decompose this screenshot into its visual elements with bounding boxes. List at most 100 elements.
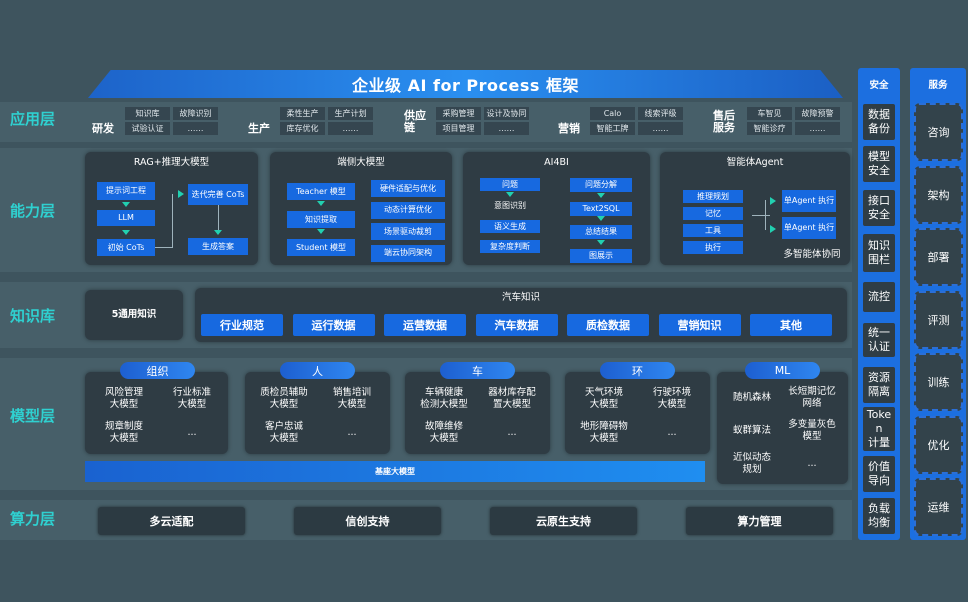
- app-item[interactable]: 项目管理: [436, 122, 481, 135]
- model-item[interactable]: ...: [347, 427, 357, 439]
- ml-item[interactable]: ...: [807, 458, 817, 470]
- compute-item[interactable]: 云原生支持: [490, 507, 637, 535]
- rag-step[interactable]: 迭代完善 CoTs: [188, 184, 248, 205]
- model-item[interactable]: 天气环境 大模型: [584, 387, 623, 410]
- model-item[interactable]: 行业标准 大模型: [172, 387, 211, 410]
- model-item[interactable]: 地形障碍物 大模型: [580, 421, 628, 444]
- security-item[interactable]: 接口 安全: [863, 190, 895, 226]
- agent-component[interactable]: 执行: [683, 241, 743, 254]
- model-item[interactable]: 风险管理 大模型: [104, 387, 143, 410]
- edge-step[interactable]: 知识提取: [287, 211, 355, 228]
- app-item[interactable]: ……: [484, 122, 529, 135]
- knowledge-item[interactable]: 质检数据: [567, 314, 649, 336]
- knowledge-item[interactable]: 汽车数据: [475, 314, 558, 336]
- app-item[interactable]: 故障识别: [173, 107, 218, 120]
- app-item[interactable]: 知识库: [125, 107, 170, 120]
- app-item[interactable]: 故障预警: [795, 107, 840, 120]
- model-item[interactable]: ...: [507, 427, 517, 439]
- rag-step[interactable]: 初始 CoTs: [97, 239, 155, 256]
- app-item[interactable]: 柔性生产: [280, 107, 325, 120]
- app-item[interactable]: 库存优化: [280, 122, 325, 135]
- security-item[interactable]: 价值 导向: [863, 456, 895, 492]
- edge-feature[interactable]: 场景驱动裁剪: [371, 223, 445, 240]
- service-item[interactable]: 部署: [914, 228, 963, 286]
- model-item[interactable]: 质检员辅助 大模型: [260, 387, 308, 410]
- ai4bi-step[interactable]: 意图识别: [494, 201, 526, 211]
- app-item[interactable]: 生产计划: [328, 107, 373, 120]
- security-item[interactable]: 数据 备份: [863, 104, 895, 140]
- security-item[interactable]: 负载 均衡: [863, 498, 895, 534]
- model-item[interactable]: 销售培训 大模型: [332, 387, 371, 410]
- rag-step[interactable]: 提示词工程: [97, 182, 155, 200]
- agent-executor[interactable]: 单Agent 执行: [782, 217, 836, 239]
- service-item[interactable]: 架构: [914, 165, 963, 224]
- app-item[interactable]: ……: [173, 122, 218, 135]
- edge-step[interactable]: Student 模型: [287, 239, 355, 256]
- model-item[interactable]: 规章制度 大模型: [104, 421, 143, 444]
- ml-item[interactable]: 长短期记忆 网络: [788, 386, 836, 409]
- security-item[interactable]: Toke n 计量: [863, 407, 895, 451]
- agent-executor[interactable]: 单Agent 执行: [782, 190, 836, 212]
- ai4bi-flow[interactable]: 总结结果: [570, 225, 632, 239]
- arrow-right-icon: [770, 225, 776, 233]
- model-item[interactable]: 车辆健康 检测大模型: [420, 387, 468, 410]
- ai4bi-flow[interactable]: 问题分解: [570, 178, 632, 192]
- model-item[interactable]: 客户忠诚 大模型: [264, 421, 303, 444]
- compute-item[interactable]: 多云适配: [98, 507, 245, 535]
- compute-item[interactable]: 信创支持: [294, 507, 441, 535]
- ml-item[interactable]: 多变量灰色 模型: [788, 419, 836, 442]
- service-item[interactable]: 评测: [914, 290, 963, 349]
- app-item[interactable]: 智能诊疗: [747, 122, 792, 135]
- app-item[interactable]: 采购管理: [436, 107, 481, 120]
- agent-component[interactable]: 工具: [683, 224, 743, 237]
- ai4bi-flow[interactable]: Text2SQL: [570, 201, 632, 216]
- service-item[interactable]: 训练: [914, 353, 963, 411]
- security-item[interactable]: 流控: [863, 282, 895, 312]
- agent-component[interactable]: 推理规划: [683, 190, 743, 203]
- model-item[interactable]: 器材库存配 置大模型: [488, 387, 536, 410]
- general-knowledge[interactable]: 5通用知识: [85, 290, 183, 340]
- app-item[interactable]: 智能工牌: [590, 122, 635, 135]
- ai4bi-step[interactable]: 问题: [480, 178, 540, 191]
- app-item[interactable]: ……: [328, 122, 373, 135]
- base-model-bar[interactable]: 基座大模型: [85, 461, 705, 482]
- edge-step[interactable]: Teacher 模型: [287, 183, 355, 200]
- security-item[interactable]: 知识 围栏: [863, 234, 895, 272]
- ml-item[interactable]: 随机森林: [732, 392, 771, 404]
- app-item[interactable]: 车智见: [747, 107, 792, 120]
- app-item[interactable]: 设计及协同: [484, 107, 529, 120]
- app-item[interactable]: ……: [795, 122, 840, 135]
- ml-item[interactable]: 近似动态 规划: [732, 452, 771, 475]
- model-item[interactable]: ...: [667, 427, 677, 439]
- edge-feature[interactable]: 动态计算优化: [371, 201, 445, 219]
- rag-step[interactable]: LLM: [97, 210, 155, 226]
- app-item[interactable]: 线索评级: [638, 107, 683, 120]
- service-item[interactable]: 优化: [914, 415, 963, 474]
- app-item[interactable]: Calo: [590, 107, 635, 120]
- ml-item[interactable]: 蚁群算法: [732, 425, 771, 437]
- knowledge-item[interactable]: 行业规范: [201, 314, 283, 336]
- agent-component[interactable]: 记忆: [683, 207, 743, 220]
- model-item[interactable]: 行驶环境 大模型: [652, 387, 691, 410]
- arrow-down-icon: [506, 192, 514, 197]
- edge-feature[interactable]: 硬件适配与优化: [371, 180, 445, 197]
- model-item[interactable]: ...: [187, 427, 197, 439]
- app-item[interactable]: 试验认证: [125, 122, 170, 135]
- knowledge-item[interactable]: 运营数据: [384, 314, 466, 336]
- knowledge-item[interactable]: 运行数据: [292, 314, 375, 336]
- compute-item[interactable]: 算力管理: [686, 507, 833, 535]
- model-item[interactable]: 故障维修 大模型: [424, 421, 463, 444]
- service-item[interactable]: 咨询: [914, 103, 963, 161]
- service-item[interactable]: 运维: [914, 478, 963, 536]
- security-item[interactable]: 模型 安全: [863, 146, 895, 182]
- security-item[interactable]: 统一 认证: [863, 323, 895, 357]
- knowledge-item[interactable]: 其他: [750, 314, 832, 336]
- edge-feature[interactable]: 端云协同架构: [371, 244, 445, 262]
- app-item[interactable]: ……: [638, 122, 683, 135]
- knowledge-item[interactable]: 营销知识: [658, 314, 741, 336]
- ai4bi-flow[interactable]: 图展示: [570, 248, 632, 263]
- rag-step[interactable]: 生成答案: [188, 238, 248, 255]
- ai4bi-step[interactable]: 复杂度判断: [480, 240, 540, 253]
- ai4bi-step[interactable]: 语义生成: [480, 220, 540, 233]
- security-item[interactable]: 资源 隔离: [863, 367, 895, 403]
